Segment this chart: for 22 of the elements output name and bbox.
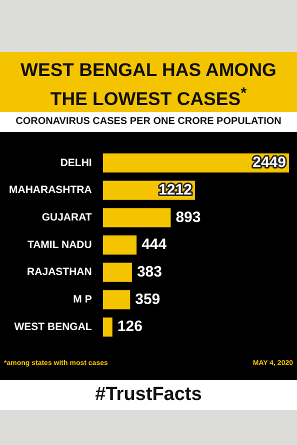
data-label: 383 bbox=[136, 263, 162, 280]
y-tick-label: TAMIL NADU bbox=[27, 238, 92, 251]
bar bbox=[102, 290, 130, 310]
data-label: 2449 bbox=[252, 154, 286, 172]
data-label: 1212 bbox=[158, 181, 192, 198]
data-label: 359 bbox=[135, 290, 160, 308]
y-tick-label: GUJARAT bbox=[42, 212, 92, 224]
data-label: 444 bbox=[142, 236, 168, 254]
bar bbox=[102, 262, 132, 282]
y-tick-label: MAHARASHTRA bbox=[9, 184, 92, 196]
y-tick-label: M P bbox=[73, 294, 92, 306]
bar bbox=[102, 208, 171, 228]
y-tick-label: DELHI bbox=[60, 156, 92, 169]
bar bbox=[102, 317, 112, 337]
bar bbox=[102, 235, 137, 255]
chart-subtitle: CORONAVIRUS CASES PER ONE CRORE POPULATION bbox=[0, 112, 297, 132]
y-tick-label: WEST BENGAL bbox=[14, 320, 92, 333]
text: #TrustFacts bbox=[0, 380, 297, 410]
y-tick-label: RAJASTHAN bbox=[27, 266, 92, 278]
data-label: 126 bbox=[117, 318, 142, 336]
chart-title: WEST BENGAL HAS AMONG THE LOWEST CASES$^{*}$ bbox=[0, 52, 297, 112]
data-label: 893 bbox=[176, 208, 201, 226]
